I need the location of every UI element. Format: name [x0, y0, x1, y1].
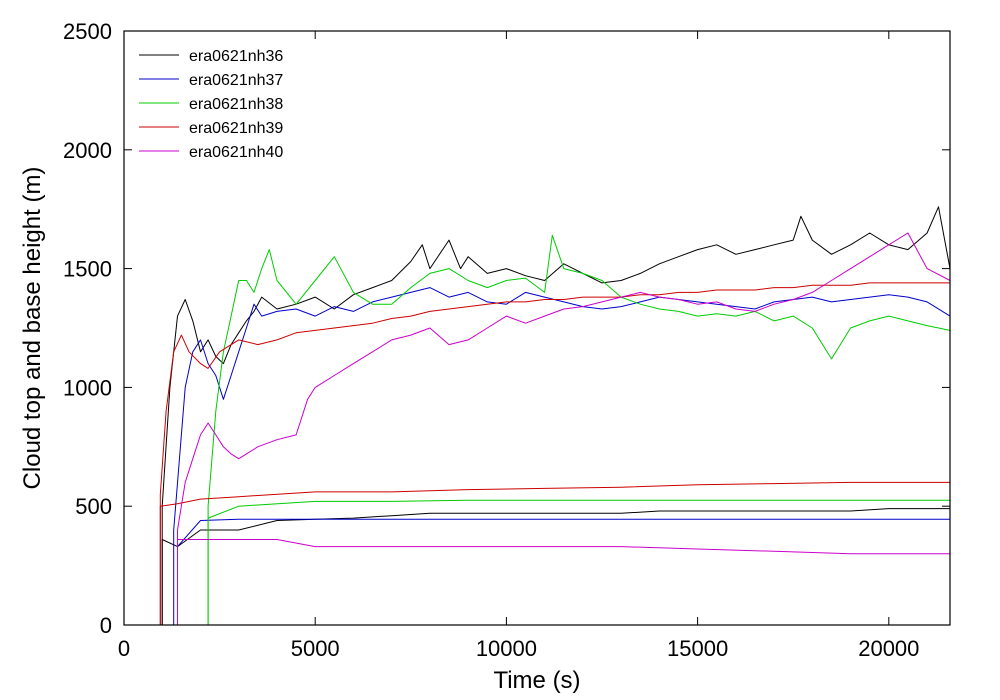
y-tick-label-0: 0 — [100, 613, 112, 638]
legend: era0621nh36 era0621nh37 era0621nh38 era0621… — [139, 48, 283, 161]
x-tick-label-2: 10000 — [476, 636, 537, 661]
series-era0621nh36-top-line — [161, 206, 951, 625]
x-tick-label-4: 20000 — [858, 636, 919, 661]
y-tick-label-3: 1500 — [63, 257, 112, 282]
series-era0621nh36-base-line — [161, 508, 950, 625]
y-tick-label-1: 500 — [75, 494, 112, 519]
x-tick-label-3: 15000 — [667, 636, 728, 661]
legend-label-era0621nh40: era0621nh40 — [189, 144, 283, 161]
x-tick-label-1: 5000 — [291, 636, 340, 661]
legend-label-era0621nh36: era0621nh36 — [189, 48, 283, 65]
y-axis-label: Cloud top and base height (m) — [19, 167, 46, 490]
series-era0621nh39-top-line — [159, 282, 950, 625]
x-tick-label-0: 0 — [118, 636, 130, 661]
series-era0621nh37-base-line — [177, 518, 950, 625]
series-era0621nh40-top-line — [177, 232, 951, 625]
series-era0621nh40-base-line — [177, 539, 950, 625]
y-tick-label-4: 2000 — [63, 138, 112, 163]
plot-frame — [123, 30, 951, 626]
y-tick-label-5: 2500 — [63, 19, 112, 44]
legend-label-era0621nh37: era0621nh37 — [189, 72, 283, 89]
x-axis-label: Time (s) — [493, 667, 580, 694]
series-era0621nh38-base-line — [207, 499, 950, 625]
series-era0621nh38-top-line — [207, 234, 951, 625]
y-tick-label-2: 1000 — [63, 375, 112, 400]
legend-label-era0621nh39: era0621nh39 — [189, 120, 283, 137]
series-era0621nh39-base-line — [159, 481, 950, 625]
legend-label-era0621nh38: era0621nh38 — [189, 96, 283, 113]
